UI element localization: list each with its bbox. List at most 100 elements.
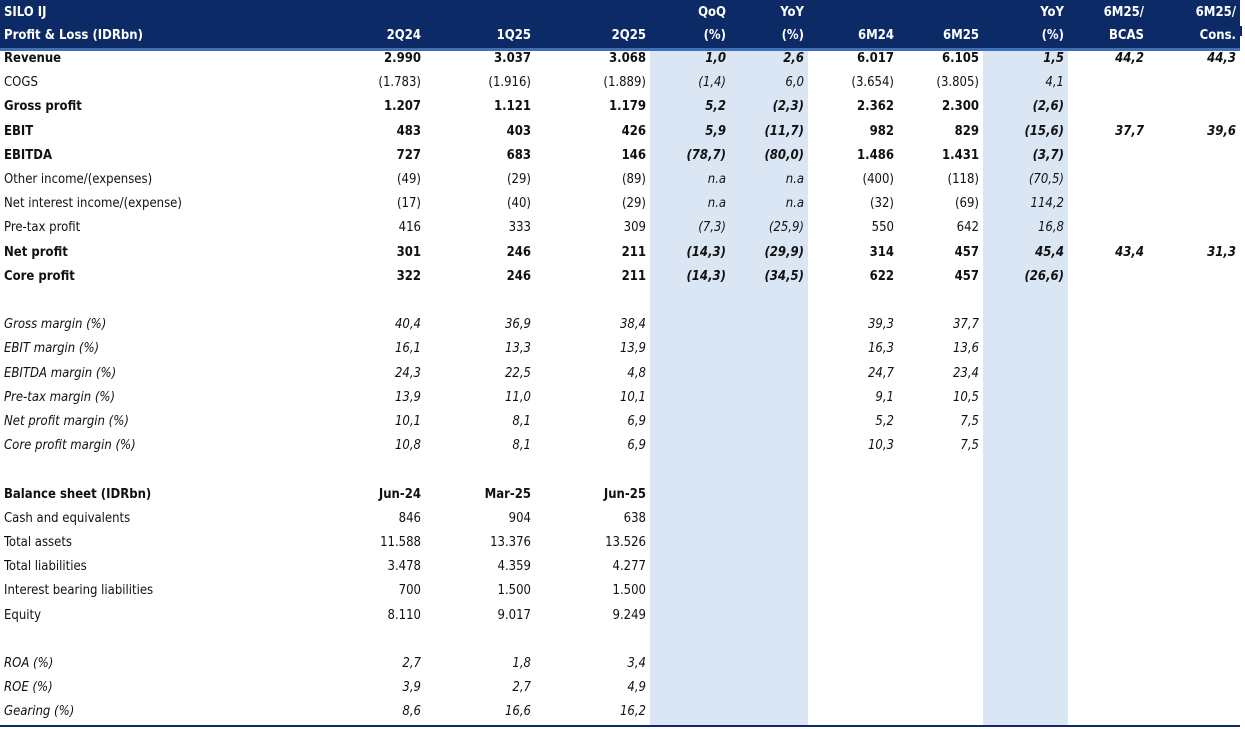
row-value: 403 [506, 123, 531, 139]
row-value: 8.110 [387, 607, 421, 623]
row-label: EBIT [4, 123, 34, 139]
table-row: Core profit 322 246 211 (14,3) (34,5) 622 457 (2… [0, 265, 1240, 289]
row-value: (89) [621, 172, 646, 188]
qoq-yoy-shade [650, 50, 808, 726]
row-value: Jun-25 [603, 486, 646, 502]
row-label: EBIT margin (%) [4, 341, 100, 357]
row-value [898, 700, 983, 724]
row-value [650, 628, 730, 652]
row-value: 10,1 [619, 389, 646, 405]
row-value: 550 [871, 220, 894, 236]
row-value [650, 458, 730, 482]
row-value: n.a [785, 172, 804, 188]
row-value [1148, 265, 1240, 289]
row-value: 4.277 [612, 559, 646, 575]
row-value: 1,5 [1043, 51, 1064, 66]
table-row: Net profit 301 246 211 (14,3) (29,9) 314 457 45,… [0, 241, 1240, 265]
row-value [983, 676, 1068, 700]
row-value: 3,9 [402, 680, 421, 696]
row-value: (70,5) [1028, 172, 1064, 188]
table-row: EBITDA margin (%) 24,3 22,5 4,8 24,7 23,4 [0, 362, 1240, 386]
row-value [535, 458, 650, 482]
row-value [1148, 434, 1240, 458]
row-value: 211 [621, 244, 646, 260]
row-value [983, 313, 1068, 337]
row-value [425, 289, 535, 313]
row-value [290, 628, 425, 652]
row-value [535, 628, 650, 652]
row-value: 16,8 [1037, 220, 1064, 236]
header-cell: (%) [781, 28, 804, 43]
row-value [730, 628, 808, 652]
row-value [808, 579, 898, 603]
row-value: 1,0 [705, 51, 726, 66]
row-value [983, 628, 1068, 652]
row-value [1068, 555, 1148, 579]
row-value [898, 555, 983, 579]
row-value: 3.478 [387, 559, 421, 575]
row-label: Interest bearing liabilities [4, 583, 154, 599]
table-row: EBIT 483 403 426 5,9 (11,7) 982 829 (15,6) 37,7 39… [0, 120, 1240, 144]
row-value: 1.500 [612, 583, 646, 599]
row-value: (14,3) [686, 244, 726, 260]
row-value [808, 458, 898, 482]
row-value: 13,6 [952, 341, 979, 357]
row-value [1148, 386, 1240, 410]
row-value [1068, 604, 1148, 628]
row-label: ROA (%) [4, 656, 54, 672]
row-value: 3,4 [627, 656, 646, 672]
row-value [1068, 458, 1148, 482]
row-value: 246 [506, 268, 531, 284]
row-value: (29) [506, 172, 531, 188]
table-row: COGS (1.783) (1.916) (1.889) (1,4) 6,0 (3.654)… [0, 71, 1240, 95]
row-value [1068, 192, 1148, 216]
header-cell: BCAS [1109, 28, 1144, 43]
row-value [1068, 410, 1148, 434]
row-value: (400) [862, 172, 894, 188]
row-value [1148, 483, 1240, 507]
table-row: Total assets 11.588 13.376 13.526 [0, 531, 1240, 555]
row-value: 982 [869, 123, 894, 139]
row-label: Gross margin (%) [4, 317, 107, 333]
row-value [898, 628, 983, 652]
row-value [808, 555, 898, 579]
header-cell: 6M25/ [1195, 5, 1236, 20]
row-value: 1,8 [512, 656, 531, 672]
row-value: 2,6 [783, 51, 804, 66]
row-value: (2,6) [1032, 99, 1064, 115]
row-value [808, 604, 898, 628]
row-value: 24,3 [394, 365, 421, 381]
row-value [1148, 676, 1240, 700]
row-value: 43,4 [1115, 244, 1144, 260]
row-value [808, 507, 898, 531]
row-label: Pre-tax margin (%) [4, 389, 116, 405]
row-value [983, 434, 1068, 458]
row-value [535, 289, 650, 313]
row-label: Core profit margin (%) [4, 438, 136, 454]
row-value [650, 531, 730, 555]
row-value: 683 [506, 147, 531, 163]
header-cell: 2Q25 [611, 28, 646, 43]
row-value: 16,3 [867, 341, 894, 357]
row-label: Revenue [4, 51, 62, 66]
row-value [1068, 95, 1148, 119]
row-value: (17) [396, 196, 421, 212]
row-value [983, 337, 1068, 361]
row-value [1148, 458, 1240, 482]
row-value [650, 386, 730, 410]
row-value [1068, 337, 1148, 361]
row-value: (1.889) [603, 75, 646, 91]
row-value: 16,1 [394, 341, 421, 357]
row-value [1068, 676, 1148, 700]
row-label: Net profit margin (%) [4, 414, 129, 430]
header-label: SILO IJ [4, 5, 47, 20]
row-value [1148, 71, 1240, 95]
table-row: Gross margin (%) 40,4 36,9 38,4 39,3 37,7 [0, 313, 1240, 337]
table-row: Pre-tax margin (%) 13,9 11,0 10,1 9,1 10,5 [0, 386, 1240, 410]
row-value [1068, 628, 1148, 652]
row-value [983, 531, 1068, 555]
row-value: (49) [396, 172, 421, 188]
row-label: Net interest income/(expense) [4, 196, 182, 212]
row-value [898, 507, 983, 531]
